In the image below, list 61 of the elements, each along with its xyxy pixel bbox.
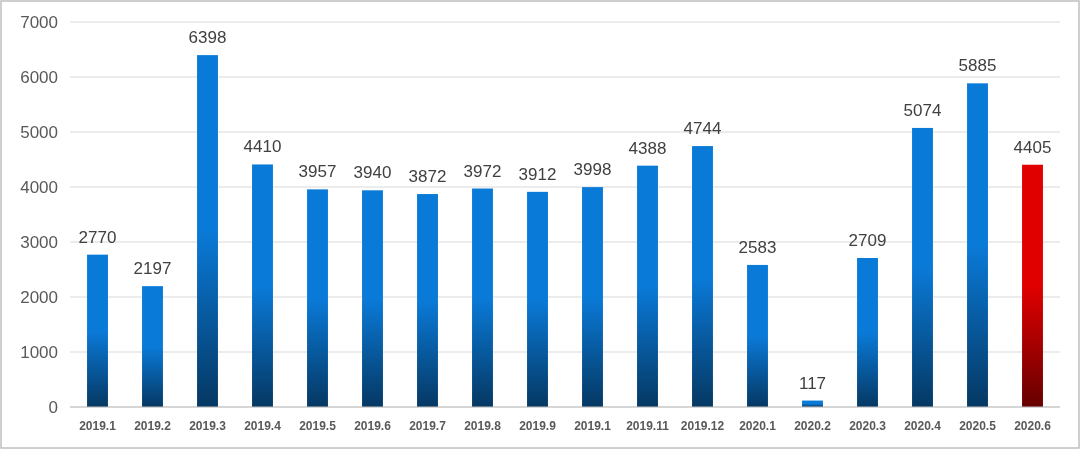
y-tick-label: 6000 [20,67,58,87]
y-tick-label: 5000 [20,122,58,142]
data-label: 4744 [683,119,722,139]
x-tick-label: 2020.4 [904,419,942,433]
x-tick-label: 2020.2 [794,419,832,433]
y-tick-label: 0 [48,397,58,417]
data-label: 3912 [518,164,557,184]
bar [857,258,878,407]
x-tick-label: 2019.4 [244,419,282,433]
y-tick-label: 4000 [20,177,58,197]
bar [307,189,328,407]
data-label: 4410 [243,137,282,157]
y-tick-label: 7000 [20,12,58,32]
y-tick-label: 3000 [20,232,58,252]
data-label: 3957 [298,162,337,182]
x-tick-label: 2019.8 [464,419,502,433]
x-tick-label: 2019.6 [354,419,392,433]
data-label: 4388 [628,138,667,158]
x-tick-label: 2019.5 [299,419,337,433]
bar [142,286,163,407]
data-label: 4405 [1013,137,1052,157]
x-tick-label: 2020.6 [1014,419,1052,433]
data-label: 3940 [353,163,392,183]
data-label: 3972 [463,161,502,181]
y-tick-label: 2000 [20,287,58,307]
bar [582,187,603,407]
y-tick-label: 1000 [20,342,58,362]
data-label: 5885 [958,56,997,76]
x-tick-label: 2019.12 [680,419,725,433]
bar [472,188,493,407]
bar [692,146,713,407]
x-tick-label: 2019.7 [409,419,447,433]
bar [1022,164,1043,407]
x-tick-label: 2019.1 [79,419,117,433]
x-tick-label: 2019.11 [626,419,670,433]
bar [362,190,383,407]
x-tick-label: 2020.3 [849,419,887,433]
bar [637,165,658,407]
bar [527,191,548,407]
data-label: 2709 [848,231,887,251]
data-label: 117 [798,373,827,393]
bar [87,254,108,407]
x-tick-label: 2020.5 [959,419,997,433]
data-label: 2197 [133,259,172,279]
x-tick-label: 2019.2 [134,419,172,433]
x-tick-label: 2019.9 [519,419,557,433]
bar [197,55,218,407]
data-label: 5074 [903,100,942,120]
bar [252,164,273,407]
data-label: 3998 [573,160,612,180]
bar [967,83,988,407]
data-label: 2770 [78,227,117,247]
x-tick-label: 2019.1 [574,419,612,433]
bar [747,264,768,407]
x-tick-label: 2020.1 [739,419,777,433]
bar [912,127,933,407]
x-tick-label: 2019.3 [189,419,227,433]
data-label: 3872 [408,167,447,187]
bar [417,194,438,407]
data-label: 2583 [738,237,777,257]
data-label: 6398 [188,28,227,48]
